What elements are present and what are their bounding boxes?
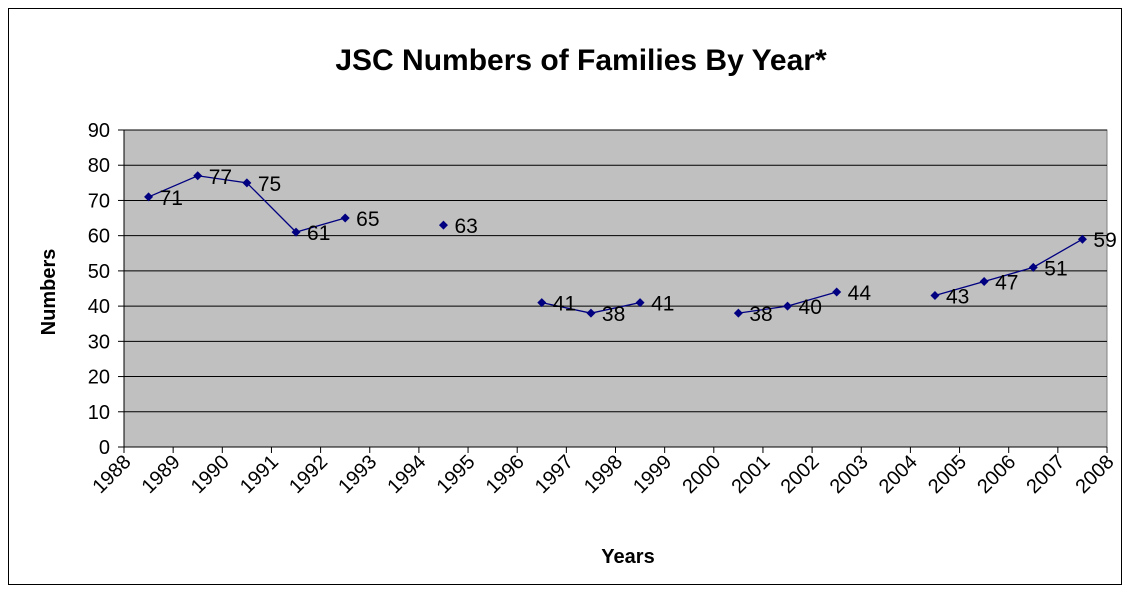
x-tick-label: 2005 <box>924 451 971 498</box>
data-label: 61 <box>307 222 330 245</box>
data-point <box>783 301 793 311</box>
x-tick-label: 1997 <box>531 451 578 498</box>
gridlines <box>124 129 1107 413</box>
data-label: 47 <box>995 271 1018 294</box>
data-label: 77 <box>209 166 232 189</box>
data-point <box>832 287 842 297</box>
chart-title: JSC Numbers of Families By Year* <box>335 44 827 77</box>
data-point <box>733 308 743 318</box>
x-tick-label: 1991 <box>236 451 283 498</box>
y-axis-title: Numbers <box>38 249 60 336</box>
data-point <box>193 171 203 181</box>
y-tick-label: 70 <box>88 190 110 212</box>
x-tick-label: 2007 <box>1022 451 1069 498</box>
data-label: 59 <box>1093 229 1116 252</box>
data-label: 65 <box>356 208 379 231</box>
data-point <box>438 220 448 230</box>
x-tick-label: 2004 <box>875 451 922 498</box>
x-tick-label: 1992 <box>285 451 332 498</box>
series-layer <box>144 171 1087 318</box>
x-axis-title: Years <box>601 546 654 568</box>
x-tick-label: 1989 <box>138 451 185 498</box>
x-tick-label: 1999 <box>629 451 676 498</box>
data-point <box>537 298 547 308</box>
data-label: 51 <box>1044 257 1067 280</box>
data-label: 43 <box>946 286 969 309</box>
data-point <box>340 213 350 223</box>
series-line <box>934 238 1083 297</box>
x-tick-label: 2001 <box>727 451 774 498</box>
y-tick-label: 80 <box>88 155 110 177</box>
x-tick-label: 1993 <box>334 451 381 498</box>
data-point <box>635 298 645 308</box>
data-label: 75 <box>258 173 281 196</box>
x-tick-label: 1996 <box>482 451 529 498</box>
data-point <box>291 227 301 237</box>
data-label: 63 <box>454 215 477 238</box>
y-tick-label: 50 <box>88 261 110 283</box>
x-tick-label: 2000 <box>678 451 725 498</box>
data-label: 38 <box>602 303 625 326</box>
x-tick-label: 2003 <box>826 451 873 498</box>
y-tick-label: 90 <box>88 120 110 142</box>
data-label: 71 <box>160 187 183 210</box>
x-tick-label: 2008 <box>1072 451 1119 498</box>
y-tick-label: 60 <box>88 226 110 248</box>
data-point <box>242 178 252 188</box>
y-tick-label: 20 <box>88 367 110 389</box>
data-point <box>144 192 154 202</box>
data-label: 41 <box>553 293 576 316</box>
data-label: 40 <box>799 296 822 319</box>
data-point <box>1077 234 1087 244</box>
y-tick-label: 10 <box>88 402 110 424</box>
data-point <box>979 276 989 286</box>
data-point <box>586 308 596 318</box>
y-tick-label: 30 <box>88 331 110 353</box>
data-point <box>930 291 940 301</box>
y-tick-label: 0 <box>99 437 110 459</box>
y-tick-label: 40 <box>88 296 110 318</box>
x-tick-label: 2006 <box>973 451 1020 498</box>
x-tick-label: 1988 <box>89 451 136 498</box>
data-label: 41 <box>651 293 674 316</box>
data-point <box>1028 262 1038 272</box>
data-label: 44 <box>848 282 872 305</box>
x-tick-label: 2002 <box>777 451 824 498</box>
data-label: 38 <box>749 303 772 326</box>
x-tick-label: 1998 <box>580 451 627 498</box>
x-tick-label: 1995 <box>433 451 480 498</box>
plot-area <box>123 129 1108 448</box>
x-tick-label: 1994 <box>383 451 430 498</box>
x-tick-label: 1990 <box>187 451 234 498</box>
data-labels: 71 77 75 61 65 63 41 38 41 38 40 44 43 47 51 59 <box>160 166 1117 326</box>
